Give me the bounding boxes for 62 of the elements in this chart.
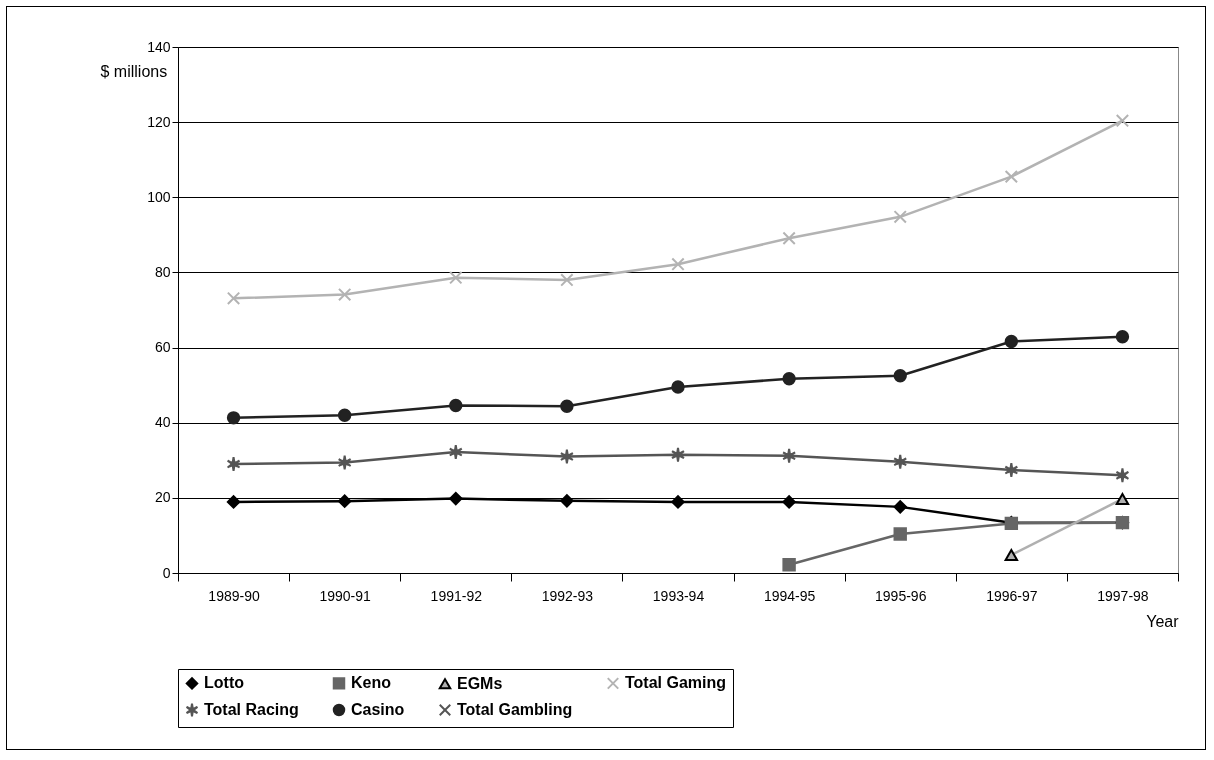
point [226,291,241,306]
legend-label: Total Gaming [625,674,727,692]
x-tick-label: 1995-96 [875,587,927,604]
point [1115,113,1130,128]
x-tick-label: 1990-91 [319,587,372,604]
x-tick-label: 1996-97 [986,587,1038,604]
legend-label: Total Gambling [457,701,573,718]
y-tick-label: 120 [147,113,171,130]
point [671,380,685,394]
point [337,454,352,471]
point [782,495,796,509]
y-axis-title: $ millions [100,62,168,80]
y-tick-label: 140 [147,38,171,55]
point [1115,467,1130,484]
point [560,494,574,508]
y-tick-label: 80 [154,263,171,280]
point [893,369,907,383]
y-tick-label: 20 [154,489,171,506]
x-tick-label: 1991-92 [430,587,483,604]
point [449,398,463,413]
point [671,495,685,509]
legend-label: Keno [351,674,392,692]
y-tick-label: 0 [162,564,171,581]
point [560,273,574,287]
point [560,399,574,413]
x-tick-label: 1992-93 [541,587,594,604]
x-axis-title: Year [1146,612,1180,630]
point [782,231,796,245]
point [782,447,797,464]
point [226,411,241,425]
point [226,456,241,472]
point [559,448,574,465]
point [1004,334,1019,349]
point [448,444,463,460]
point [1004,169,1019,184]
point [1115,329,1130,344]
point [671,446,685,463]
y-tick-label: 40 [154,414,171,431]
point [337,408,352,422]
point [782,558,796,572]
point [893,527,907,541]
x-tick-label: 1994-95 [763,587,816,604]
y-tick-label: 60 [154,339,171,356]
x-tick-label: 1993-94 [652,587,705,604]
x-tick-label: 1989-90 [208,587,260,604]
legend-label: Casino [351,701,405,718]
point [226,495,241,509]
point [337,287,352,302]
point [893,453,908,470]
y-tick-label: 100 [147,188,171,205]
legend-label: Lotto [204,674,245,692]
point [893,210,907,224]
point [449,270,463,285]
point [1004,462,1019,478]
point [449,491,463,506]
legend-label: Total Racing [204,701,299,718]
x-tick-label: 1997-98 [1097,587,1149,604]
legend-label: EGMs [457,674,503,692]
point [671,257,685,271]
point [782,372,796,386]
point [893,500,907,514]
point [337,494,352,508]
